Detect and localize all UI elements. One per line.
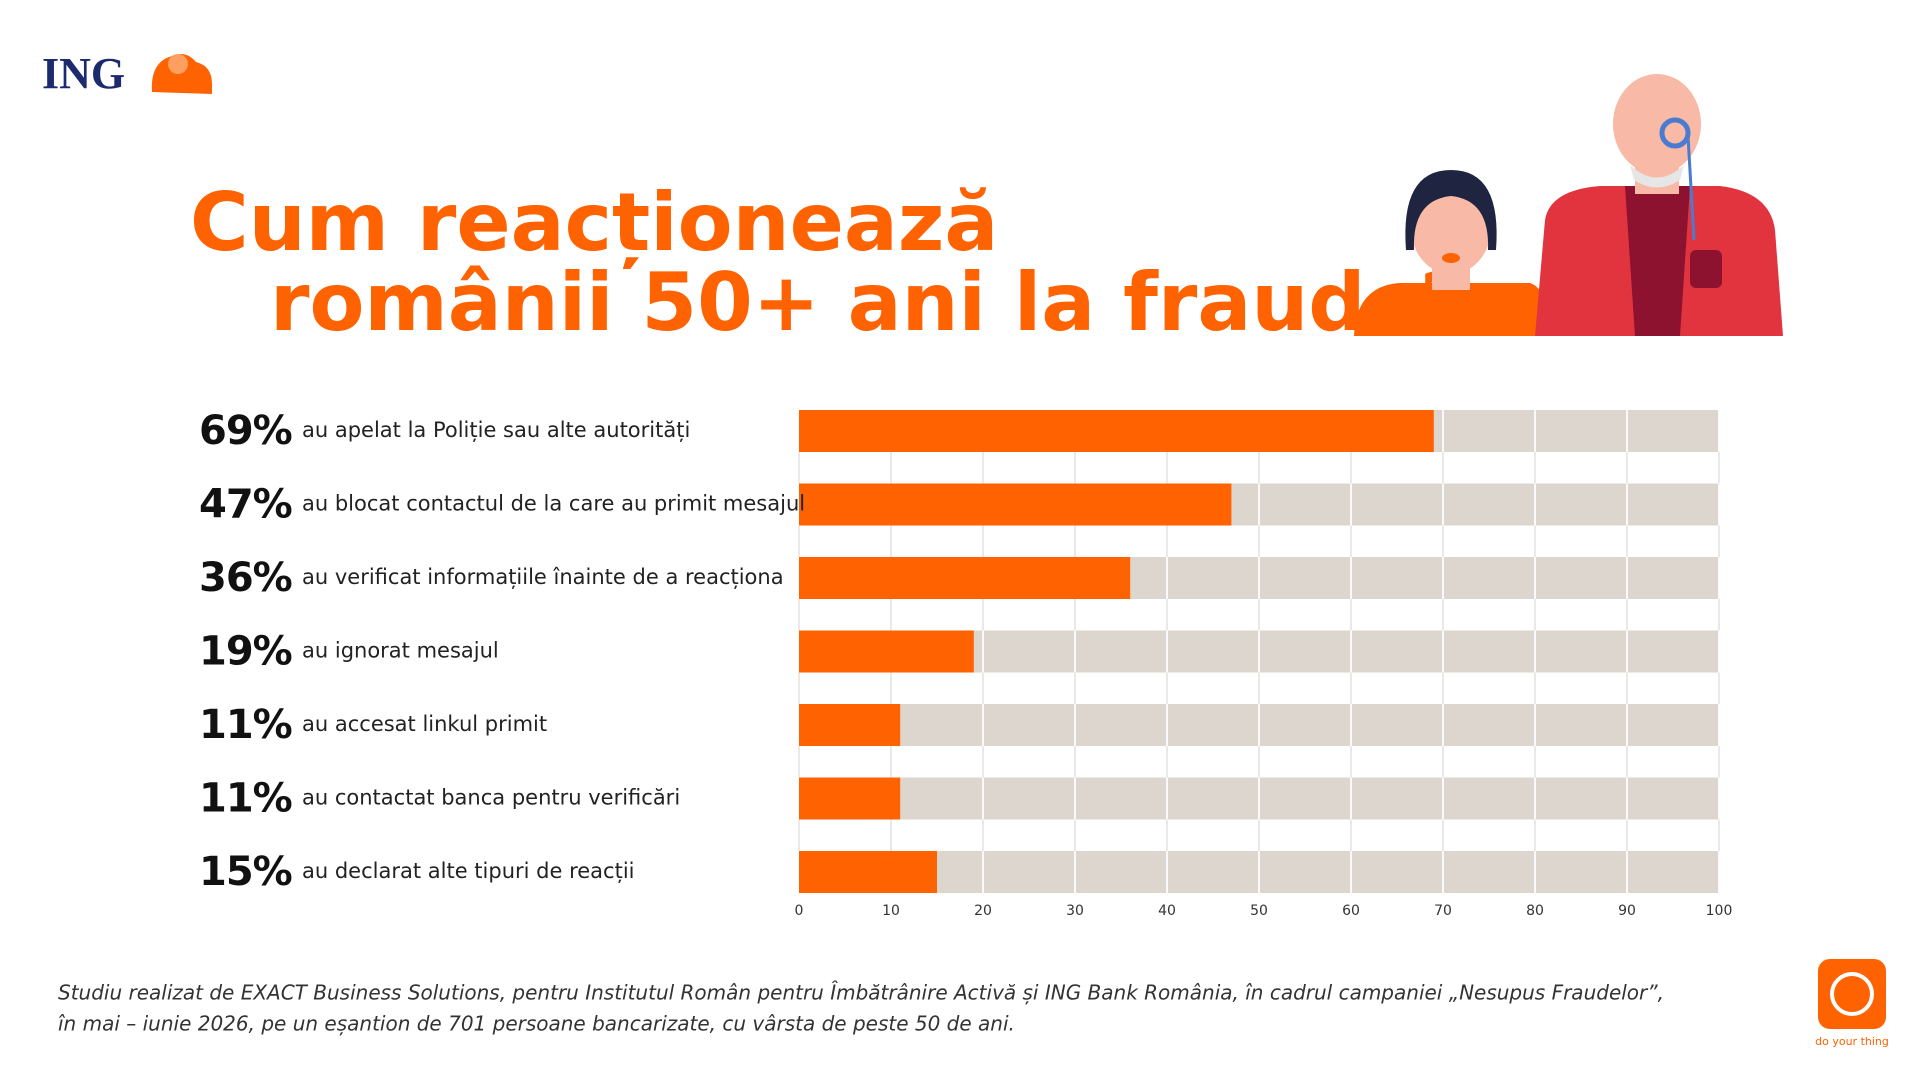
value-label: 11% (199, 702, 292, 748)
value-label: 11% (199, 776, 292, 822)
title-line: Cum reacționează (190, 176, 998, 269)
x-tick-label: 60 (1342, 903, 1360, 919)
bar (799, 557, 1131, 599)
bar (799, 851, 937, 893)
bar (799, 777, 901, 820)
bar (799, 410, 1434, 452)
value-label: 36% (199, 555, 292, 601)
category-label: au apelat la Poliție sau alte autorități (302, 418, 690, 442)
category-label: au blocat contactul de la care au primit… (302, 492, 805, 516)
x-tick-label: 100 (1706, 903, 1733, 919)
category-label: au contactat banca pentru verificări (302, 786, 680, 810)
value-label: 15% (199, 849, 292, 895)
footnote: în mai – iunie 2026, pe un eșantion de 7… (58, 1012, 1015, 1036)
x-tick-label: 90 (1618, 903, 1636, 919)
x-tick-label: 80 (1526, 903, 1544, 919)
chart: 0 10 20 30 40 50 60 70 80 90 100 69% au apelat la Po… (199, 406, 1732, 919)
value-label: 47% (199, 482, 292, 528)
title-line: românii 50+ ani la fraude? (270, 256, 1466, 349)
badge-lion (1830, 972, 1874, 1016)
logo-text: ING (42, 49, 125, 98)
x-tick-label: 0 (795, 903, 804, 919)
footnote: Studiu realizat de EXACT Business Soluti… (58, 981, 1664, 1005)
x-tick-label: 40 (1158, 903, 1176, 919)
category-label: au verificat informațiile înainte de a r… (302, 565, 784, 589)
illustration-woman (1354, 170, 1550, 336)
x-tick-label: 50 (1250, 903, 1268, 919)
x-tick-label: 70 (1434, 903, 1452, 919)
bar (799, 483, 1232, 526)
illustration-man (1535, 74, 1783, 336)
category-label: au declarat alte tipuri de reacții (302, 859, 634, 883)
category-label: au accesat linkul primit (302, 712, 547, 736)
bar (799, 704, 901, 746)
badge-text: do your thing (1815, 1035, 1889, 1048)
value-label: 69% (199, 408, 292, 454)
bar (799, 630, 974, 673)
badge-logo (1818, 959, 1886, 1029)
value-label: 19% (199, 629, 292, 675)
x-tick-label: 30 (1066, 903, 1084, 919)
category-label: au ignorat mesajul (302, 639, 499, 663)
x-tick-label: 10 (882, 903, 900, 919)
x-tick-label: 20 (974, 903, 992, 919)
logo-lion (151, 54, 212, 94)
